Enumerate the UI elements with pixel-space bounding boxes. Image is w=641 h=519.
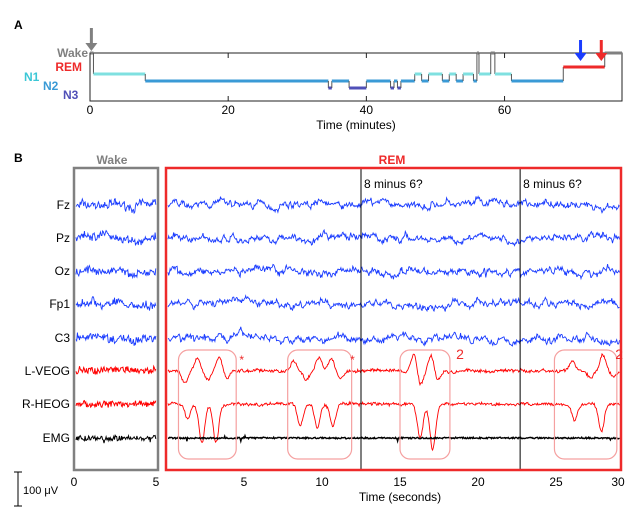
arrow-head-icon	[595, 53, 608, 61]
wake-eeg-trace	[75, 197, 157, 215]
wake-eeg-trace	[75, 295, 157, 311]
count-mark: 2	[456, 346, 464, 362]
eye-movement-box	[177, 349, 237, 460]
x-tick-label: 30	[611, 475, 625, 489]
arrow-head-icon	[574, 53, 587, 61]
wake-heog-trace	[75, 399, 157, 409]
x-tick-label: 60	[498, 103, 512, 117]
traces: 8 minus 6? 8 minus 6? * * 2 2	[75, 168, 623, 470]
eye-movement-box	[287, 349, 353, 460]
x-tick-label: 25	[549, 475, 563, 489]
channel-label: Pz	[56, 231, 70, 245]
asterisk-mark: *	[350, 353, 355, 367]
channel-label: L-VEOG	[25, 364, 70, 378]
eye-movement-box	[399, 349, 451, 460]
x-tick-label: 0	[87, 103, 94, 117]
eye-movement-box	[553, 349, 618, 460]
event-annotation: 8 minus 6?	[364, 177, 423, 191]
hypnogram-x-label: Time (minutes)	[316, 118, 396, 132]
wake-eeg-trace	[75, 332, 157, 346]
channel-label: Fz	[57, 198, 70, 212]
x-tick-label: 20	[471, 475, 485, 489]
stage-label-n2: N2	[43, 79, 59, 93]
event-annotation: 8 minus 6?	[523, 177, 582, 191]
x-tick-label: 20	[222, 103, 236, 117]
hypnogram	[85, 28, 622, 90]
hypnogram-frame	[89, 52, 623, 102]
channel-label: R-HEOG	[22, 397, 70, 411]
rem-emg-trace	[167, 433, 620, 444]
arrow-head-icon	[85, 43, 98, 51]
x-tick-label: 40	[360, 103, 374, 117]
stage-label-wake: Wake	[57, 46, 88, 60]
x-tick-label: 15	[393, 475, 407, 489]
x-tick-label: 5	[153, 475, 160, 489]
channel-label: EMG	[43, 431, 70, 445]
x-tick-label: 0	[71, 475, 78, 489]
stage-label-n1: N1	[24, 70, 40, 84]
wake-title: Wake	[97, 153, 128, 167]
wake-eeg-trace	[75, 264, 157, 280]
stage-label-rem: REM	[55, 60, 82, 74]
rem-eeg-trace	[167, 294, 620, 313]
rem-eeg-trace	[167, 326, 620, 347]
asterisk-mark: *	[239, 353, 244, 367]
panel-a-label: A	[14, 18, 23, 32]
rem-box	[164, 166, 623, 472]
rem-title: REM	[379, 153, 406, 167]
stage-label-n3: N3	[63, 88, 79, 102]
channel-label: Oz	[55, 264, 70, 278]
x-tick-label: 5	[241, 475, 248, 489]
scale-bar-label: 100 μV	[23, 485, 59, 497]
wake-box	[72, 166, 160, 472]
count-mark: 2	[615, 346, 623, 362]
wake-veog-trace	[75, 364, 157, 376]
wake-emg-trace	[75, 433, 157, 444]
rem-eeg-trace	[167, 195, 620, 214]
channel-labels: Fz Pz Oz Fp1 C3 L-VEOG R-HEOG EMG	[22, 198, 70, 445]
x-tick-label: 10	[315, 475, 329, 489]
rem-veog-trace	[167, 352, 620, 387]
hypnogram-x-axis: 0 20 40 60	[87, 53, 512, 117]
rem-heog-trace	[167, 400, 620, 452]
rem-eeg-trace	[167, 228, 620, 247]
panel-b-label: B	[14, 151, 23, 165]
trace-x-label: Time (seconds)	[359, 490, 441, 504]
channel-label: C3	[55, 331, 71, 345]
trace-x-axis: 0 5 5 10 15 20 25 30	[71, 475, 625, 489]
channel-label: Fp1	[49, 297, 70, 311]
wake-eeg-trace	[75, 229, 157, 246]
rem-eeg-trace	[167, 263, 620, 281]
